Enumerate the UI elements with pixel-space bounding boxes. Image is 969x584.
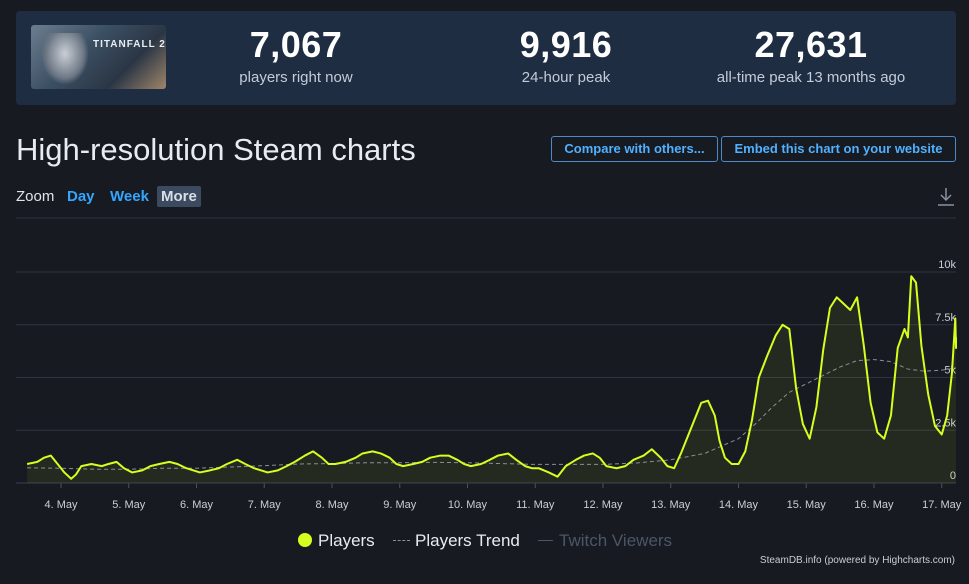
game-logo-text: TITANFALL 2 (93, 39, 166, 50)
titan-image (41, 33, 89, 85)
x-tick-label: 6. May (180, 499, 214, 511)
stats-bar: TITANFALL 2 7,067 players right now 9,91… (16, 11, 956, 105)
legend-players[interactable]: Players (298, 530, 375, 552)
x-tick-label: 16. May (854, 499, 894, 511)
stat-current-players: 7,067 players right now (216, 25, 376, 88)
stat-label: players right now (239, 69, 353, 86)
download-icon[interactable] (936, 186, 956, 208)
x-tick-label: 13. May (651, 499, 691, 511)
x-tick-label: 11. May (516, 499, 555, 511)
game-thumbnail[interactable]: TITANFALL 2 (31, 25, 166, 89)
legend-players-label: Players (318, 531, 375, 550)
players-area (27, 276, 956, 483)
legend-twitch-viewers[interactable]: Twitch Viewers (538, 530, 672, 552)
x-tick-label: 4. May (44, 499, 78, 511)
y-tick-label: 10k (938, 259, 956, 271)
x-tick-label: 15. May (787, 499, 827, 511)
x-tick-label: 17. May (922, 499, 962, 511)
legend-players-marker (298, 533, 312, 547)
x-tick-label: 10. May (448, 499, 488, 511)
y-tick-label: 7.5k (935, 312, 956, 324)
y-tick-label: 0 (950, 470, 956, 482)
x-tick-label: 12. May (583, 499, 623, 511)
y-tick-label: 5k (944, 365, 956, 377)
stat-value: 9,916 (519, 24, 613, 65)
stat-value: 7,067 (249, 24, 343, 65)
chart-legend: Players Players Trend Twitch Viewers (0, 530, 969, 552)
zoom-week-button[interactable]: Week (110, 188, 149, 205)
embed-chart-button[interactable]: Embed this chart on your website (721, 136, 956, 162)
page-title: High-resolution Steam charts (16, 132, 416, 167)
legend-trend-marker (393, 540, 410, 541)
zoom-day-button[interactable]: Day (67, 188, 95, 205)
legend-players-trend[interactable]: Players Trend (393, 530, 520, 552)
stat-label: 24-hour peak (521, 69, 611, 86)
chart-credits[interactable]: SteamDB.info (powered by Highcharts.com) (759, 555, 955, 566)
x-tick-label: 5. May (112, 499, 146, 511)
stat-24h-peak: 9,916 24-hour peak (486, 25, 646, 88)
players-line[interactable] (26, 275, 957, 480)
stat-all-time-peak: 27,631 all-time peak 13 months ago (706, 25, 916, 88)
legend-twitch-marker (538, 540, 553, 541)
legend-twitch-label: Twitch Viewers (559, 531, 673, 550)
x-tick-label: 8. May (315, 499, 349, 511)
compare-button[interactable]: Compare with others... (551, 136, 718, 162)
stat-value: 27,631 (754, 24, 868, 65)
zoom-more-button[interactable]: More (157, 186, 201, 207)
zoom-label: Zoom (16, 188, 55, 205)
x-tick-label: 9. May (383, 499, 417, 511)
x-tick-label: 14. May (719, 499, 759, 511)
stat-label: all-time peak 13 months ago (716, 69, 906, 86)
legend-trend-label: Players Trend (415, 531, 520, 550)
x-tick-label: 7. May (248, 499, 282, 511)
